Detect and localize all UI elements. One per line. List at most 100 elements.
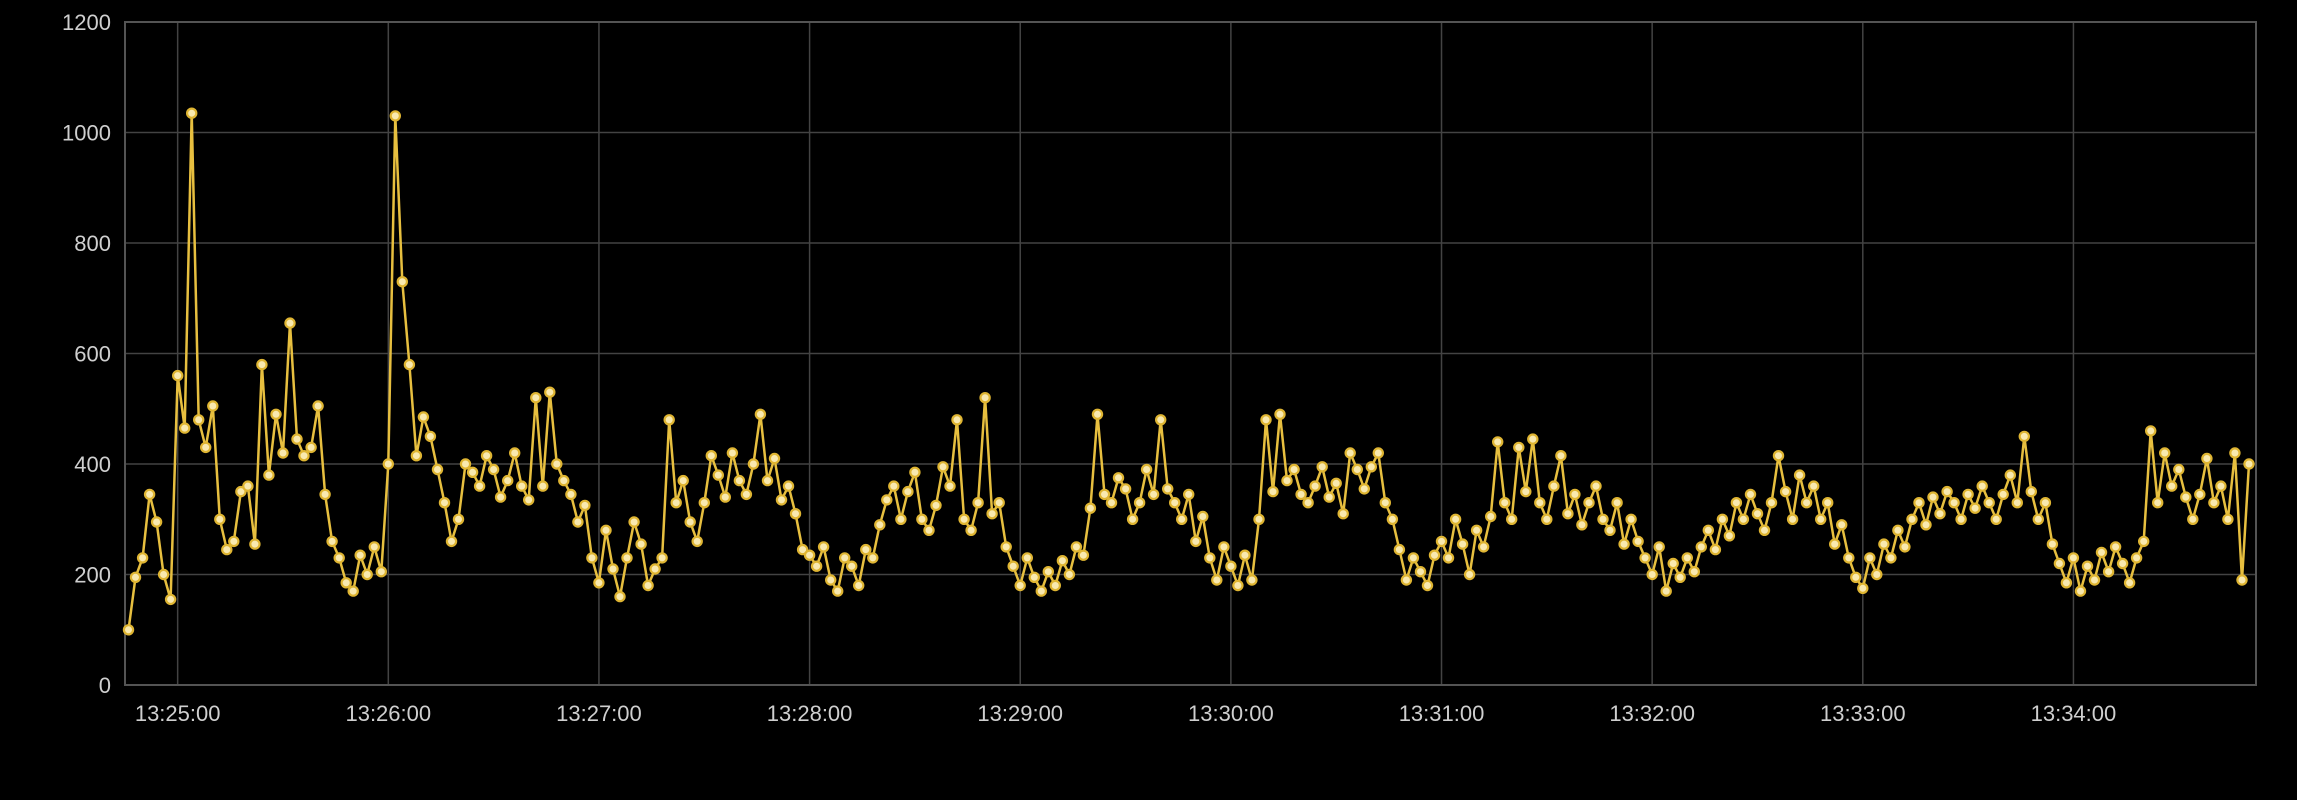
data-point xyxy=(1421,579,1434,592)
data-point xyxy=(1449,513,1462,526)
data-point xyxy=(649,563,661,575)
data-point xyxy=(319,488,331,501)
data-point xyxy=(691,535,703,548)
data-point xyxy=(1927,491,1939,503)
plot-border xyxy=(124,21,2257,686)
x-tick-label: 13:29:00 xyxy=(977,701,1063,726)
data-point xyxy=(958,513,970,526)
data-point xyxy=(881,494,893,506)
data-point xyxy=(747,458,760,470)
data-point xyxy=(1779,485,1792,498)
data-point xyxy=(1042,566,1055,578)
data-point xyxy=(2123,577,2136,589)
data-point xyxy=(789,508,802,520)
data-point xyxy=(2137,535,2150,548)
data-point xyxy=(1477,541,1490,553)
data-point xyxy=(2018,430,2031,443)
data-series[interactable] xyxy=(122,107,2255,636)
data-point xyxy=(2173,463,2185,476)
y-tick-label: 800 xyxy=(74,231,111,256)
series-markers xyxy=(122,107,2255,636)
data-point xyxy=(1765,497,1778,509)
data-point xyxy=(2144,425,2157,437)
data-point xyxy=(1653,541,1665,553)
data-point xyxy=(1351,463,1364,476)
data-point xyxy=(1772,450,1785,462)
data-point xyxy=(1182,488,1195,501)
data-point xyxy=(937,461,949,473)
data-point xyxy=(1267,485,1279,498)
data-point xyxy=(1204,552,1216,564)
data-point xyxy=(1358,483,1371,495)
data-point xyxy=(2011,497,2024,509)
data-point xyxy=(1969,502,1981,514)
data-point xyxy=(1147,488,1160,501)
data-point xyxy=(614,590,626,603)
data-point xyxy=(2088,574,2101,586)
data-point xyxy=(1119,483,1132,495)
data-point xyxy=(157,568,170,581)
data-point xyxy=(523,494,535,506)
data-point xyxy=(1000,541,1012,553)
data-point xyxy=(1513,441,1525,454)
data-point xyxy=(853,579,865,592)
data-point xyxy=(2222,513,2234,526)
data-point xyxy=(228,535,240,548)
data-point xyxy=(480,450,493,462)
data-point xyxy=(1091,408,1104,420)
data-point xyxy=(396,276,408,288)
data-point xyxy=(600,524,612,537)
data-point xyxy=(1534,497,1546,509)
data-point xyxy=(1702,524,1715,537)
data-point xyxy=(2180,491,2192,503)
data-point xyxy=(1309,480,1321,492)
data-point xyxy=(1990,513,2002,526)
data-point xyxy=(1632,535,1644,548)
data-point xyxy=(670,497,682,509)
data-point xyxy=(1056,555,1069,567)
data-point xyxy=(1793,469,1806,481)
data-point xyxy=(2194,488,2206,501)
data-point xyxy=(1807,480,1820,492)
x-tick-label: 13:28:00 xyxy=(767,701,853,726)
data-point xyxy=(2187,513,2199,526)
data-point xyxy=(1246,574,1258,586)
data-point xyxy=(1484,510,1497,523)
data-point xyxy=(642,579,654,592)
data-point xyxy=(1035,585,1048,597)
data-point xyxy=(930,499,942,512)
data-point xyxy=(487,463,500,476)
data-point xyxy=(1885,552,1897,564)
data-point xyxy=(740,488,753,501)
data-point xyxy=(593,577,605,589)
data-point xyxy=(1316,461,1328,473)
x-tick-label: 13:34:00 xyxy=(2031,701,2117,726)
data-point xyxy=(1527,433,1539,445)
data-point xyxy=(846,560,858,572)
data-point xyxy=(466,466,479,478)
data-point xyxy=(1639,552,1651,564)
data-point xyxy=(1878,538,1890,550)
data-point xyxy=(1934,508,1946,520)
data-point xyxy=(347,585,359,597)
data-point xyxy=(438,497,451,509)
data-point xyxy=(951,414,963,426)
data-point xyxy=(1028,571,1041,584)
data-point xyxy=(1976,480,1988,492)
data-point xyxy=(122,624,135,636)
data-point xyxy=(1835,519,1848,531)
y-tick-label: 0 xyxy=(99,673,111,698)
data-point xyxy=(719,491,732,503)
data-point xyxy=(2165,480,2178,492)
data-point xyxy=(1253,513,1265,526)
y-tick-label: 600 xyxy=(74,342,111,367)
data-point xyxy=(1288,463,1300,476)
data-point xyxy=(726,447,739,459)
data-point xyxy=(902,485,914,498)
data-point xyxy=(1372,447,1385,459)
data-point xyxy=(410,450,423,462)
data-point xyxy=(1828,538,1841,550)
data-point xyxy=(1049,579,1062,592)
